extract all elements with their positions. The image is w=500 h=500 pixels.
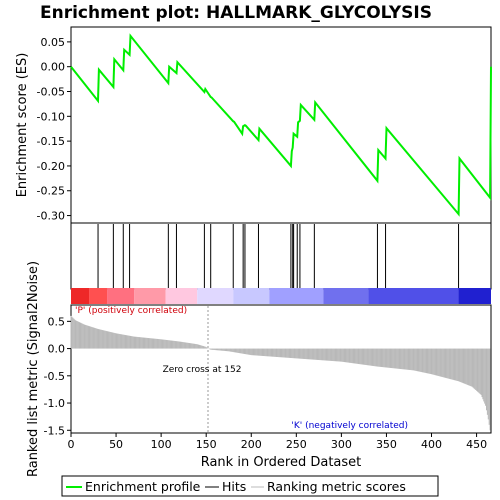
heat-bar-segment [458, 288, 491, 304]
heat-bar-segment [368, 288, 459, 304]
rank-y-axis-label: Ranked list metric (Signal2Noise) [26, 261, 41, 477]
enrichment-profile-line [70, 33, 492, 217]
es-y-tick-label: -0.05 [37, 86, 65, 99]
es-y-ticks: 0.05 0.00 -0.05 -0.10 -0.15 -0.20 -0.25 -0.30 [37, 36, 71, 223]
heat-bar-segment [323, 288, 369, 304]
zero-cross-label: Zero cross at 152 [163, 365, 242, 375]
ranking-heat-bar [71, 288, 491, 304]
positive-correlation-label: 'P' (positively correlated) [75, 306, 187, 316]
legend: Enrichment profile Hits Ranking metric s… [61, 475, 439, 497]
heat-bar-segment [165, 288, 198, 304]
heat-bar-segment [89, 288, 108, 304]
es-y-axis-label: Enrichment score (ES) [15, 53, 30, 198]
rank-y-tick-label: 0.0 [48, 343, 66, 356]
rank-x-tick-label: 0 [68, 438, 75, 451]
rank-x-tick-label: 200 [241, 438, 262, 451]
es-y-tick-label: 0.00 [41, 61, 66, 74]
rank-x-axis-label: Rank in Ordered Dataset [201, 455, 362, 470]
heat-bar-segment [233, 288, 270, 304]
rank-x-ticks: 0 50 100 150 200 250 300 350 400 450 [68, 433, 487, 451]
legend-hits-label: Hits [222, 479, 246, 494]
es-y-tick-label: -0.30 [37, 210, 65, 223]
heat-bar-segment [197, 288, 234, 304]
chart-title: Enrichment plot: HALLMARK_GLYCOLYSIS [40, 3, 432, 23]
legend-frame [61, 475, 439, 497]
rank-x-tick-label: 50 [109, 438, 123, 451]
es-series [70, 33, 492, 217]
rank-x-tick-label: 400 [421, 438, 442, 451]
rank-y-tick-label: 0.5 [48, 315, 66, 328]
rank-y-tick-label: -0.5 [44, 370, 65, 383]
rank-x-tick-label: 150 [196, 438, 217, 451]
rank-panel: 0.5 0.0 -0.5 -1.0 -1.5 0 50 100 150 200 250 300 350… [26, 261, 492, 477]
rank-x-tick-label: 350 [376, 438, 397, 451]
ranking-metric-bars [70, 315, 491, 431]
rank-y-tick-label: -1.5 [44, 424, 65, 437]
es-y-tick-label: -0.25 [37, 185, 65, 198]
rank-y-tick-label: -1.0 [44, 397, 65, 410]
es-panel-frame [70, 26, 492, 224]
legend-enrichment-label: Enrichment profile [85, 479, 201, 494]
legend-ranking-label: Ranking metric scores [267, 479, 406, 494]
rank-x-tick-label: 250 [286, 438, 307, 451]
heat-bar-segment [71, 288, 90, 304]
heat-bar-segment [107, 288, 135, 304]
rank-x-tick-label: 300 [331, 438, 352, 451]
negative-correlation-label: 'K' (negatively correlated) [291, 421, 408, 431]
hits-panel-frame [70, 222, 492, 290]
hits-panel [70, 222, 492, 290]
hit-lines [97, 224, 492, 288]
rank-y-ticks: 0.5 0.0 -0.5 -1.0 -1.5 [44, 315, 71, 437]
heat-bar-segment [269, 288, 324, 304]
rank-x-tick-label: 450 [466, 438, 487, 451]
rank-x-tick-label: 100 [151, 438, 172, 451]
es-y-tick-label: -0.10 [37, 110, 65, 123]
es-y-tick-label: -0.15 [37, 135, 65, 148]
es-y-tick-label: -0.20 [37, 160, 65, 173]
es-y-tick-label: 0.05 [41, 36, 66, 49]
heat-bar-segment [134, 288, 166, 304]
es-panel: 0.05 0.00 -0.05 -0.10 -0.15 -0.20 -0.25 -0.30 E… [15, 26, 492, 224]
